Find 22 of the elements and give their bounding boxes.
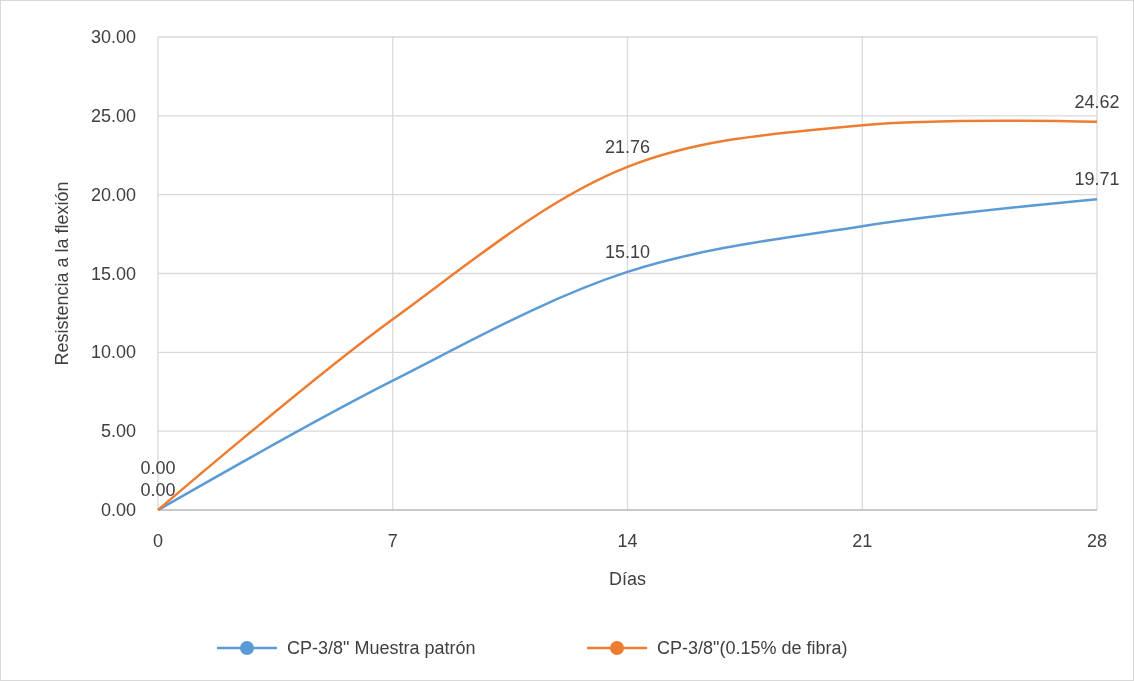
x-tick-label: 0 xyxy=(152,531,164,551)
x-axis-title: Días xyxy=(608,569,647,589)
y-tick-label: 25.00 xyxy=(90,105,136,126)
x-tick-label: 7 xyxy=(387,531,398,551)
legend-label: CP-3/8"(0.15% de fibra) xyxy=(657,638,848,658)
data-label: 21.76 xyxy=(604,136,651,157)
y-tick-label: 10.00 xyxy=(90,342,136,363)
data-label: 0.00 xyxy=(140,458,176,478)
x-tick-label: 28 xyxy=(1086,531,1108,551)
data-label: 24.62 xyxy=(1074,91,1120,112)
x-tick-label: 14 xyxy=(617,531,638,551)
y-axis-title: Resistencia a la flexión xyxy=(52,181,72,366)
legend-label: CP-3/8" Muestra patrón xyxy=(287,638,476,658)
data-label: 15.10 xyxy=(604,241,651,262)
y-tick-label: 30.00 xyxy=(90,27,136,47)
data-label: 19.71 xyxy=(1074,169,1120,190)
x-tick-label: 21 xyxy=(852,531,873,551)
y-tick-label: 5.00 xyxy=(100,421,136,442)
y-tick-label: 15.00 xyxy=(90,263,136,284)
y-tick-label: 20.00 xyxy=(90,184,136,205)
data-label: 0.00 xyxy=(140,480,176,500)
y-tick-label: 0.00 xyxy=(100,500,136,520)
